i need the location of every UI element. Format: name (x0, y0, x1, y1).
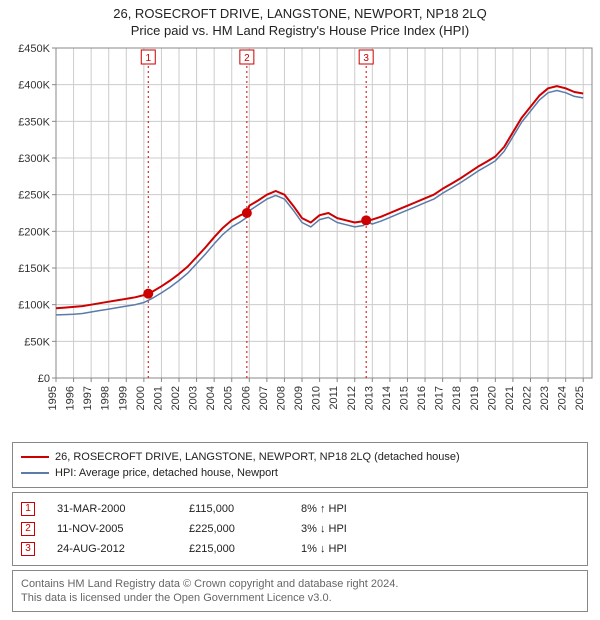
event-row-2: 2 11-NOV-2005 £225,000 3% ↓ HPI (21, 519, 579, 539)
event-price-3: £215,000 (189, 539, 279, 559)
svg-text:2003: 2003 (188, 386, 200, 410)
svg-text:2024: 2024 (557, 386, 569, 410)
svg-text:2017: 2017 (434, 386, 446, 410)
svg-text:2020: 2020 (486, 386, 498, 410)
svg-text:2001: 2001 (152, 386, 164, 410)
svg-text:2023: 2023 (539, 386, 551, 410)
svg-text:£350K: £350K (18, 116, 50, 128)
svg-text:2021: 2021 (504, 386, 516, 410)
svg-text:£300K: £300K (18, 153, 50, 165)
svg-text:2008: 2008 (275, 386, 287, 410)
svg-text:2: 2 (244, 53, 250, 64)
svg-text:2018: 2018 (451, 386, 463, 410)
event-hpi-1: 8% ↑ HPI (301, 499, 347, 519)
svg-text:1: 1 (145, 53, 151, 64)
svg-text:2016: 2016 (416, 386, 428, 410)
svg-text:2011: 2011 (328, 386, 340, 410)
svg-text:£400K: £400K (18, 80, 50, 92)
svg-text:£250K: £250K (18, 190, 50, 202)
svg-text:£200K: £200K (18, 226, 50, 238)
event-marker-3: 3 (21, 542, 35, 556)
svg-text:£150K: £150K (18, 263, 50, 275)
attribution-line2: This data is licensed under the Open Gov… (21, 591, 579, 605)
svg-text:2022: 2022 (521, 386, 533, 410)
svg-text:2012: 2012 (346, 386, 358, 410)
title-line2: Price paid vs. HM Land Registry's House … (0, 23, 600, 38)
chart-container: 26, ROSECROFT DRIVE, LANGSTONE, NEWPORT,… (0, 0, 600, 612)
svg-text:1996: 1996 (65, 386, 77, 410)
title-block: 26, ROSECROFT DRIVE, LANGSTONE, NEWPORT,… (0, 0, 600, 38)
event-marker-1: 1 (21, 502, 35, 516)
chart-svg: £0 £50K £100K £150K £200K £250K £300K £350K £400… (0, 38, 600, 438)
svg-text:3: 3 (363, 53, 369, 64)
event-date-2: 11-NOV-2005 (57, 519, 167, 539)
svg-text:1995: 1995 (47, 386, 59, 410)
svg-text:2005: 2005 (223, 386, 235, 410)
svg-text:£100K: £100K (18, 300, 50, 312)
attribution-line1: Contains HM Land Registry data © Crown c… (21, 577, 579, 591)
event-hpi-3: 1% ↓ HPI (301, 539, 347, 559)
svg-text:1999: 1999 (117, 386, 129, 410)
legend-label-hpi: HPI: Average price, detached house, Newp… (55, 465, 278, 481)
event-date-1: 31-MAR-2000 (57, 499, 167, 519)
svg-text:2010: 2010 (311, 386, 323, 410)
legend-row-hpi: HPI: Average price, detached house, Newp… (21, 465, 579, 481)
legend-label-property: 26, ROSECROFT DRIVE, LANGSTONE, NEWPORT,… (55, 449, 460, 465)
event-hpi-2: 3% ↓ HPI (301, 519, 347, 539)
svg-text:£50K: £50K (24, 336, 50, 348)
svg-text:2002: 2002 (170, 386, 182, 410)
svg-text:2015: 2015 (398, 386, 410, 410)
attribution-box: Contains HM Land Registry data © Crown c… (12, 570, 588, 612)
title-line1: 26, ROSECROFT DRIVE, LANGSTONE, NEWPORT,… (0, 6, 600, 21)
svg-text:2006: 2006 (240, 386, 252, 410)
svg-text:1997: 1997 (82, 386, 94, 410)
legend-swatch-property (21, 456, 49, 458)
svg-text:£450K: £450K (18, 43, 50, 55)
svg-text:2004: 2004 (205, 386, 217, 410)
legend-box: 26, ROSECROFT DRIVE, LANGSTONE, NEWPORT,… (12, 442, 588, 488)
event-date-3: 24-AUG-2012 (57, 539, 167, 559)
svg-text:2007: 2007 (258, 386, 270, 410)
svg-text:2013: 2013 (363, 386, 375, 410)
svg-text:1998: 1998 (100, 386, 112, 410)
event-price-2: £225,000 (189, 519, 279, 539)
svg-text:2019: 2019 (469, 386, 481, 410)
event-marker-2: 2 (21, 522, 35, 536)
event-price-1: £115,000 (189, 499, 279, 519)
svg-text:2009: 2009 (293, 386, 305, 410)
event-row-1: 1 31-MAR-2000 £115,000 8% ↑ HPI (21, 499, 579, 519)
events-box: 1 31-MAR-2000 £115,000 8% ↑ HPI 2 11-NOV… (12, 492, 588, 566)
svg-text:2000: 2000 (135, 386, 147, 410)
svg-text:£0: £0 (38, 373, 50, 385)
chart-area: £0 £50K £100K £150K £200K £250K £300K £350K £400… (0, 38, 600, 438)
legend-row-property: 26, ROSECROFT DRIVE, LANGSTONE, NEWPORT,… (21, 449, 579, 465)
svg-text:2014: 2014 (381, 386, 393, 410)
event-row-3: 3 24-AUG-2012 £215,000 1% ↓ HPI (21, 539, 579, 559)
legend-swatch-hpi (21, 472, 49, 474)
svg-text:2025: 2025 (574, 386, 586, 410)
